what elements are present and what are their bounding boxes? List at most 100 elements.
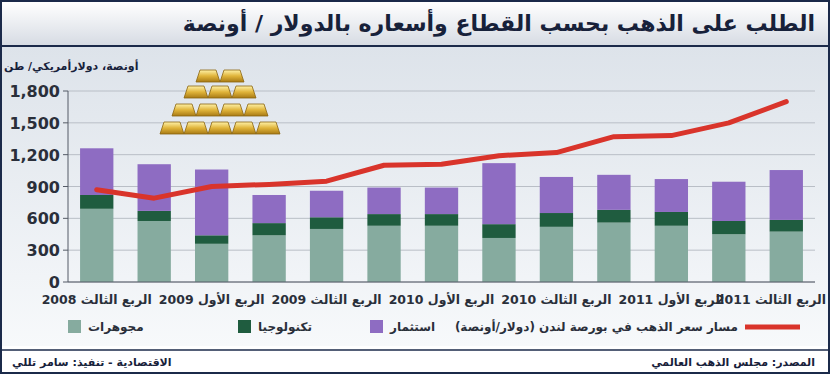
gold-ingot [196, 70, 220, 82]
tick-mark [63, 250, 68, 251]
gold-ingot [208, 122, 232, 134]
title-rule [2, 45, 828, 47]
title-band [2, 2, 828, 46]
grid-line [68, 282, 815, 283]
y-axis [68, 91, 69, 282]
grid-line [68, 154, 815, 155]
y-axis-label: أونصة، دولارأمريكي/ طن [4, 59, 138, 73]
bar [138, 164, 171, 211]
background [0, 0, 830, 374]
bar [655, 179, 688, 212]
gold-ingot [232, 86, 256, 98]
bar [195, 244, 228, 282]
bar [425, 188, 458, 215]
tick-mark [63, 122, 68, 123]
bar [80, 195, 113, 209]
bar [252, 235, 285, 282]
legend-swatch [370, 320, 383, 333]
gold-ingot [232, 122, 256, 134]
bar [482, 224, 515, 238]
bar [195, 170, 228, 236]
grid-line [68, 91, 815, 92]
y-tick-label: 1,500 [9, 114, 60, 133]
bar [655, 226, 688, 282]
bar [482, 163, 515, 224]
x-tick-label: الربع الثالث 2010 [501, 292, 611, 307]
tick-mark [63, 154, 68, 155]
legend-label: مجوهرات [88, 320, 144, 335]
footer-band [2, 350, 828, 372]
bar [540, 227, 573, 282]
tick-mark [63, 282, 68, 283]
x-tick-label: الربع الأول 2011 [618, 292, 724, 307]
gold-ingot [220, 70, 244, 82]
legend-swatch [745, 325, 800, 330]
bar [540, 177, 573, 213]
gold-ingot [256, 122, 280, 134]
chart: الطلب على الذهب بحسب القطاع وأسعاره بالد… [0, 0, 830, 374]
bar [597, 210, 630, 223]
gold-ingot [184, 122, 208, 134]
legend-label: مسار سعر الذهب في بورصة لندن (دولار/أونص… [455, 319, 738, 335]
bar [712, 234, 745, 282]
marks [80, 102, 803, 282]
bar [310, 217, 343, 229]
y-tick-label: 300 [27, 241, 60, 260]
x-tick-label: الربع الثالث 2009 [271, 292, 381, 307]
bar [770, 170, 803, 220]
x-tick-label: الربع الثالث 2011 [716, 292, 826, 307]
bar [310, 191, 343, 218]
legend-swatch [238, 320, 251, 333]
price-line [97, 102, 787, 199]
gold-decoration [160, 70, 280, 134]
gold-ingot [196, 104, 220, 116]
bar [712, 221, 745, 234]
y-tick-label: 1,800 [9, 82, 60, 101]
x-tick-label: الربع الثالث 2008 [42, 292, 152, 307]
bar [770, 232, 803, 282]
footer-rule [2, 349, 828, 351]
bar [138, 221, 171, 282]
gold-ingot [184, 86, 208, 98]
gold-ingot [172, 104, 196, 116]
gold-ingot [244, 104, 268, 116]
bar [425, 214, 458, 226]
tick-mark [63, 186, 68, 187]
y-tick-label: 600 [27, 209, 60, 228]
bar [712, 182, 745, 221]
bar [597, 223, 630, 282]
source: المصدر: مجلس الذهب العالمي [651, 356, 815, 369]
bar [252, 223, 285, 235]
bar [252, 195, 285, 223]
x-tick-label: الربع الأول 2010 [389, 292, 495, 307]
bar [138, 211, 171, 221]
gold-ingot [220, 104, 244, 116]
bar [195, 235, 228, 243]
tick-mark [63, 91, 68, 92]
bar [540, 213, 573, 227]
bar [425, 226, 458, 282]
legend-label: استثمار [389, 320, 435, 334]
bar [482, 238, 515, 282]
bar [655, 212, 688, 226]
legend: مجوهرات تكنولوجيا استثمار مسار سعر الذهب في… [68, 319, 800, 335]
tick-mark [63, 218, 68, 219]
bar [80, 209, 113, 282]
y-tick-label: 900 [27, 178, 60, 197]
plot-background [2, 46, 828, 346]
bar [770, 220, 803, 232]
legend-swatch [68, 320, 81, 333]
frame [1, 1, 829, 373]
legend-label: تكنولوجيا [258, 320, 312, 335]
bar [367, 188, 400, 215]
y-tick-label: 0 [49, 273, 60, 292]
y-tick-label: 1,200 [9, 146, 60, 165]
bar [367, 214, 400, 226]
x-tick-label: الربع الأول 2009 [159, 292, 265, 307]
grid-line [68, 186, 815, 187]
bar [310, 229, 343, 282]
bar [367, 226, 400, 282]
bar [597, 175, 630, 210]
credit: الاقتصادية - تنفيذ: سامر تللي [12, 356, 172, 369]
gold-ingot [160, 122, 184, 134]
